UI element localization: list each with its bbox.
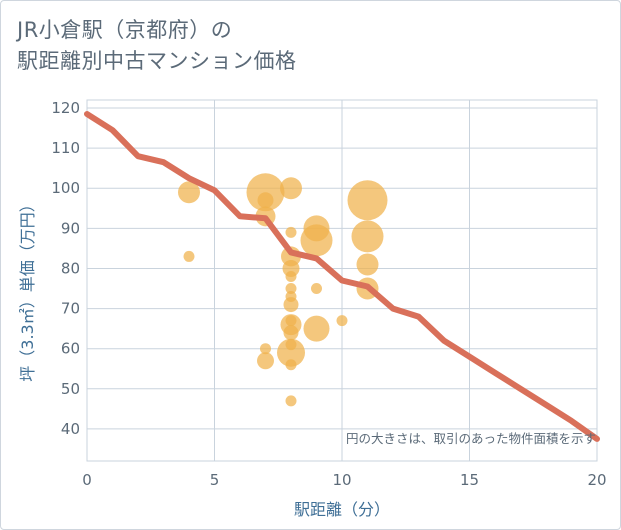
bubble-size-note: 円の大きさは、取引のあった物件面積を示す (346, 431, 596, 446)
y-tick-label: 90 (61, 219, 80, 237)
chart-title-line-2: 駅距離別中古マンション価格 (17, 49, 297, 73)
bubble-point (347, 180, 388, 221)
x-tick-label: 15 (460, 471, 479, 489)
bubble-point (300, 224, 333, 257)
bubble-point (277, 338, 305, 367)
bubble-point (283, 325, 299, 341)
bubble-point (280, 177, 302, 200)
bubble-point (285, 226, 297, 238)
bubble-point (178, 181, 200, 204)
bubble-point (183, 250, 195, 262)
bubble-point (311, 283, 322, 295)
y-tick-label: 80 (61, 259, 80, 277)
bubble-point (285, 359, 297, 371)
x-tick-label: 0 (82, 471, 92, 489)
bubble-point (260, 343, 271, 355)
y-tick-label: 120 (51, 99, 80, 117)
bubble-point (285, 395, 297, 407)
bubbles (178, 173, 388, 407)
bubble-point (285, 270, 297, 282)
bubble-point (351, 220, 384, 253)
bubble-point (285, 283, 297, 295)
x-tick-label: 20 (587, 471, 606, 489)
bubble-point (283, 297, 299, 313)
y-tick-label: 110 (51, 139, 80, 157)
y-tick-label: 50 (61, 380, 80, 398)
y-tick-label: 40 (61, 420, 80, 438)
bubble-point (282, 259, 300, 277)
x-tick-label: 10 (332, 471, 351, 489)
chart-title-line-1: JR小倉駅（京都府）の (17, 18, 233, 42)
bubble-point (336, 315, 348, 327)
y-axis-title: 坪（3.3㎡）単価（万円） (18, 196, 37, 381)
x-tick-labels: 0 5 10 15 20 (82, 471, 606, 489)
y-tick-labels: 40 50 60 70 80 90 100 110 120 (51, 99, 80, 438)
bubble-point (257, 352, 274, 370)
y-tick-label: 70 (61, 300, 80, 318)
y-tick-label: 100 (51, 179, 80, 197)
y-tick-label: 60 (61, 340, 80, 358)
bubble-point (257, 192, 274, 209)
x-tick-label: 5 (210, 471, 220, 489)
bubble-point (356, 253, 379, 276)
bubble-point (303, 315, 330, 342)
bubble-point (246, 173, 285, 212)
grid-lines (86, 99, 598, 462)
x-axis-title: 駅距離（分） (294, 500, 390, 519)
chart-title: JR小倉駅（京都府）の 駅距離別中古マンション価格 (17, 15, 297, 77)
average-price-line (84, 111, 600, 442)
